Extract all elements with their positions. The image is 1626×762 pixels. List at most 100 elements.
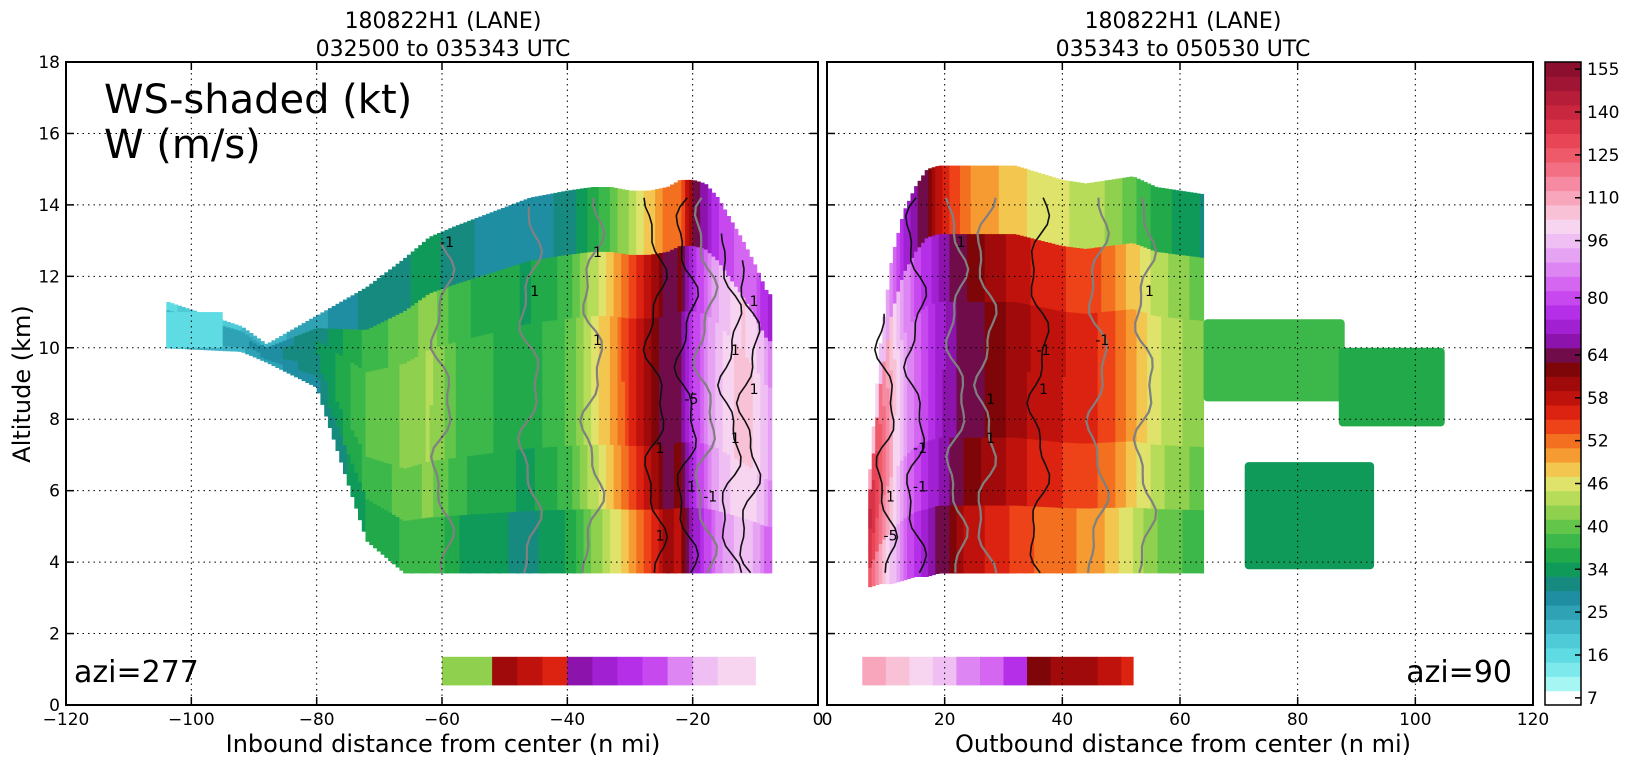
ws-cell [722, 270, 728, 332]
contour-label: 1 [750, 382, 759, 398]
ws-cell [1087, 507, 1092, 574]
ws-cell [433, 347, 438, 405]
ws-cell [1023, 438, 1028, 507]
ws-cell [500, 390, 506, 452]
ws-cell [343, 328, 348, 359]
ws-cell [1104, 376, 1109, 443]
contour-label: 1 [1145, 284, 1154, 300]
ws-cell [181, 307, 186, 315]
ws-cell [1118, 178, 1123, 245]
ws-cell [1154, 315, 1159, 381]
ws-cell [981, 233, 986, 302]
ws-cell [305, 351, 310, 363]
ws-cell [938, 165, 943, 235]
ws-cell [658, 444, 664, 510]
w-contour-line [902, 197, 928, 574]
ws-cell [1154, 508, 1159, 574]
ws-cell [538, 510, 543, 574]
ws-cell [361, 329, 367, 371]
ws-cell [591, 315, 596, 381]
ws-cell [1044, 373, 1049, 441]
ws-cell [391, 514, 397, 565]
y-tick-label: 6 [49, 482, 60, 502]
ws-cell [395, 263, 400, 315]
right-title-line1: 180822H1 (LANE) [1085, 9, 1282, 34]
ws-cell [711, 192, 716, 257]
ws-cell [440, 402, 446, 460]
ws-cell [485, 333, 491, 394]
ws-cell [594, 315, 600, 381]
ws-cell [1150, 249, 1155, 315]
ws-cell [613, 508, 619, 574]
ws-cell [504, 511, 510, 574]
ws-cell [1101, 246, 1106, 313]
ws-cell [658, 508, 664, 574]
ws-low-cell [492, 656, 518, 686]
ws-cell [455, 399, 461, 458]
ws-cell [410, 412, 416, 467]
ws-cell [403, 415, 408, 469]
ws-cell [878, 543, 883, 585]
ws-cell [1016, 437, 1021, 506]
ws-cell [1048, 374, 1053, 442]
ws-cell [519, 510, 525, 574]
ws-cell [226, 322, 231, 328]
ws-cell [700, 442, 705, 509]
ws-cell [1069, 377, 1074, 443]
ws-cell [260, 350, 265, 355]
ws-cell [889, 262, 894, 317]
ws-cell [1087, 248, 1092, 314]
ws-cell [335, 328, 340, 354]
ws-cell [1147, 507, 1152, 574]
ws-cell [749, 256, 754, 311]
ws-cell [568, 253, 573, 319]
ws-cell [327, 387, 333, 409]
ws-cell [741, 297, 746, 353]
ws-cell [376, 505, 382, 552]
ws-cell [974, 505, 979, 574]
ws-cell [500, 329, 506, 391]
ws-cell [719, 326, 724, 389]
ws-cell [928, 371, 933, 441]
ws-cell [984, 369, 989, 438]
ws-cell [561, 255, 566, 320]
ws-cell [896, 349, 901, 408]
x-tick-label: −20 [675, 710, 711, 730]
ws-cell [421, 352, 427, 408]
ws-cell [519, 200, 525, 264]
ws-cell [403, 467, 408, 521]
ws-cell [715, 447, 720, 511]
colorbar-tick-label: 52 [1587, 432, 1609, 452]
ws-cell [1161, 316, 1166, 381]
ws-cell [1136, 244, 1141, 311]
ws-cell [339, 328, 344, 356]
ws-cell [1200, 446, 1205, 511]
ws-cell [376, 459, 382, 506]
ws-cell [290, 367, 295, 376]
colorbar-band [1545, 219, 1581, 234]
ws-cell [478, 335, 483, 396]
ws-cell [988, 505, 993, 574]
ws-cell [305, 321, 310, 332]
ws-cell [1023, 236, 1028, 304]
ws-cell [1027, 169, 1032, 238]
ws-cell [760, 475, 765, 525]
ws-patch [1203, 319, 1345, 402]
ws-cell [531, 510, 536, 574]
ws-cell [512, 326, 517, 389]
right-axis-ticks: 0 20 40 60 80 100 120 [822, 61, 1549, 730]
ws-cell [1062, 245, 1067, 312]
ws-cell [621, 508, 626, 574]
contour-label: -1 [703, 490, 717, 506]
ws-cell [970, 437, 975, 506]
ws-cell [294, 327, 299, 337]
ws-cell [591, 187, 596, 252]
ws-cell [628, 318, 634, 383]
ws-cell [613, 187, 619, 253]
ws-cell [294, 343, 299, 353]
ws-cell [369, 327, 374, 372]
ws-cell [1055, 375, 1060, 442]
ws-cell [1065, 180, 1070, 247]
ws-cell [249, 347, 254, 353]
